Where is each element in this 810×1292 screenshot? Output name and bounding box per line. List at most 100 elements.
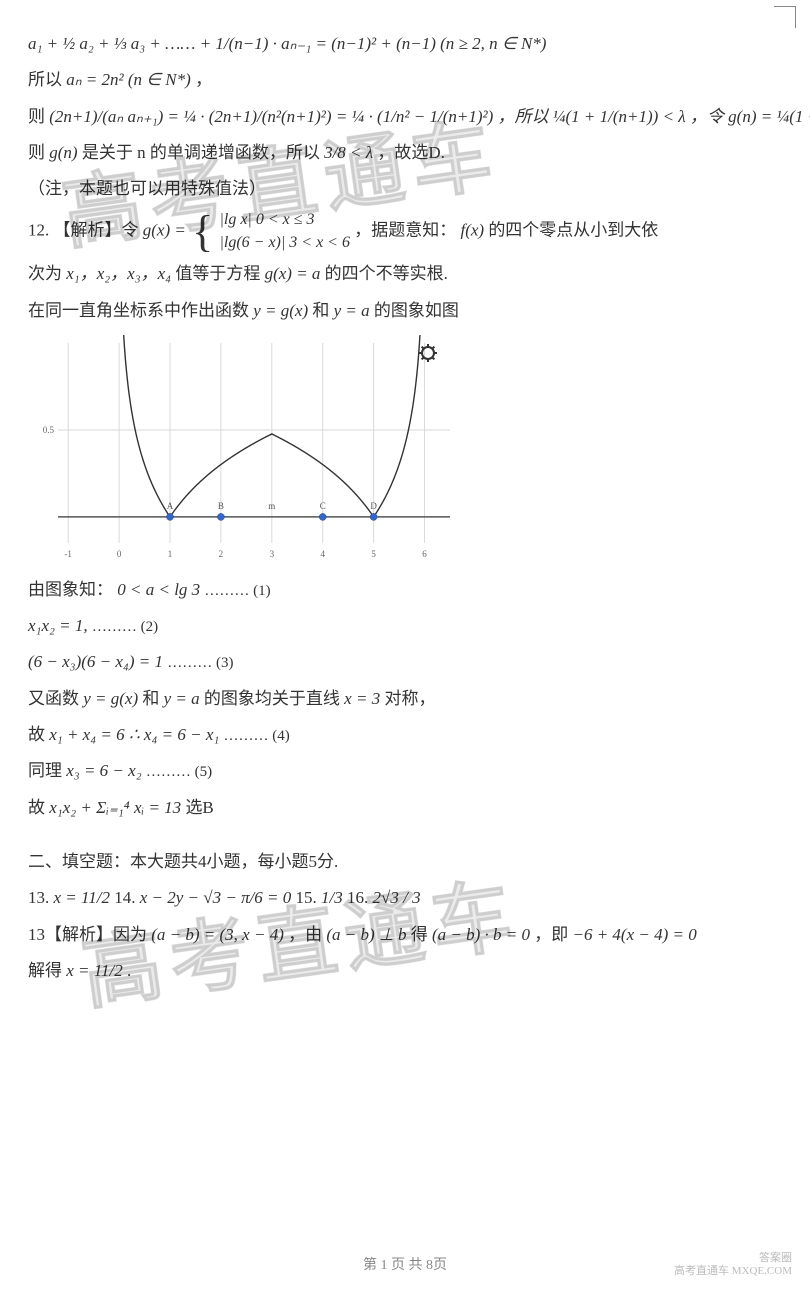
svg-text:A: A	[167, 501, 174, 511]
text-mid: ，由	[288, 925, 326, 944]
ans-16: 2√3 / 3	[373, 888, 421, 907]
text: 二、填空题：本大题共4小题，每小题5分.	[28, 852, 338, 871]
label-14: 14.	[114, 888, 140, 907]
text-math: x₁x₂ = 1,	[28, 616, 88, 635]
text-math2: (a − b) ⊥ b	[326, 925, 406, 944]
text-q: 12. 【解析】令	[28, 221, 143, 240]
crop-mark-top-right	[774, 6, 796, 28]
svg-text:C: C	[320, 501, 326, 511]
text-tail: 的四个不等实根.	[325, 264, 448, 283]
text-tail: 的图象如图	[374, 301, 459, 320]
text-mid: 是关于 n 的单调递增函数，所以	[82, 143, 324, 162]
text-tail: .	[127, 961, 131, 980]
text-prefix: 又函数	[28, 689, 83, 708]
line-recurrence: a₁ + ½ a₂ + ⅓ a₃ + …… + 1/(n−1) · aₙ₋₁ =…	[28, 28, 782, 60]
line-an-formula: 所以 aₙ = 2n² (n ∈ N*) ，	[28, 64, 782, 96]
text-suffix: ，	[195, 70, 212, 89]
label-16: 16.	[347, 888, 373, 907]
svg-text:3: 3	[270, 549, 275, 559]
svg-text:1: 1	[168, 549, 173, 559]
text-prefix: 由图象知：	[28, 580, 113, 599]
svg-text:2: 2	[219, 549, 224, 559]
ans-15: 1/3	[321, 888, 343, 907]
text-mid3: ，即	[534, 925, 572, 944]
text: （注，本题也可以用特殊值法）	[28, 179, 266, 198]
text-prefix: 在同一直角坐标系中作出函数	[28, 301, 253, 320]
ans-14: x − 2y − √3 − π/6 = 0	[140, 888, 292, 907]
text-tail: ……… (5)	[146, 764, 212, 780]
text-math: x₃ = 6 − x₂	[66, 761, 141, 780]
text-math3: (a − b) · b = 0	[432, 925, 530, 944]
text-math2: y = a	[334, 301, 370, 320]
text-math: y = g(x)	[253, 301, 308, 320]
text-prefix: 故	[28, 798, 49, 817]
text-math: g(n)	[49, 143, 77, 162]
footer-right-bot: 高考直通车 MXQE.COM	[674, 1265, 792, 1278]
text-suffix: ，故选D.	[377, 143, 445, 162]
text-math3: x = 3	[344, 689, 380, 708]
text-prefix: 则	[28, 107, 49, 126]
footer-right-top: 答案圈	[674, 1252, 792, 1265]
text-tail: 选B	[185, 798, 213, 817]
text-mid: ，据题意知：	[354, 221, 456, 240]
text-prefix: 则	[28, 143, 49, 162]
text-mid: 值等于方程	[175, 264, 264, 283]
text-prefix: 同理	[28, 761, 66, 780]
text-math4: −6 + 4(x − 4) = 0	[572, 925, 696, 944]
brace-icon: {	[192, 212, 213, 252]
line-x1x2: x₁x₂ = 1, ……… (2)	[28, 610, 782, 642]
line-product-6minus: (6 − x₃)(6 − x₄) = 1 ……… (3)	[28, 646, 782, 678]
line-fraction-expansion: 则 (2n+1)/(aₙ aₙ₊₁) = ¼ · (2n+1)/(n²(n+1)…	[28, 101, 782, 133]
section-2-title: 二、填空题：本大题共4小题，每小题5分.	[28, 846, 782, 878]
text-math: (2n+1)/(aₙ aₙ₊₁) = ¼ · (2n+1)/(n²(n+1)²)…	[49, 107, 810, 126]
cases-block: |lg x| 0 < x ≤ 3 |lg(6 − x)| 3 < x < 6	[219, 209, 350, 254]
text-mid: 和	[142, 689, 163, 708]
svg-text:-1: -1	[64, 549, 72, 559]
line-conclusion-12: 故 x₁x₂ + Σᵢ₌₁⁴ xᵢ = 13 选B	[28, 792, 782, 824]
line-symmetry: 又函数 y = g(x) 和 y = a 的图象均关于直线 x = 3 对称，	[28, 683, 782, 715]
label-15: 15.	[296, 888, 322, 907]
page: 高考直通车 高考直通车 a₁ + ½ a₂ + ⅓ a₃ + …… + 1/(n…	[0, 0, 810, 1292]
text-tail: ……… (4)	[224, 728, 290, 744]
svg-text:0: 0	[117, 549, 122, 559]
text-tail: ……… (2)	[92, 619, 158, 635]
spacer	[28, 828, 782, 842]
text-tail: 对称，	[384, 689, 435, 708]
text-prefix: 次为	[28, 264, 66, 283]
text-mid2: 得	[411, 925, 432, 944]
explain-13-line1: 13【解析】因为 (a − b) = (3, x − 4) ，由 (a − b)…	[28, 919, 782, 951]
text-math: aₙ = 2n² (n ∈ N*)	[66, 70, 191, 89]
text-math: (a − b) = (3, x − 4)	[151, 925, 284, 944]
line-from-graph: 由图象知： 0 < a < lg 3 ……… (1)	[28, 574, 782, 606]
text-math2: 3/8 < λ	[324, 143, 373, 162]
svg-text:D: D	[370, 501, 377, 511]
text-prefix: 解得	[28, 961, 66, 980]
case-row-2: |lg(6 − x)| 3 < x < 6	[219, 232, 350, 254]
svg-text:6: 6	[422, 549, 427, 559]
text-mid2: 的图象均关于直线	[204, 689, 344, 708]
line-plot-intro: 在同一直角坐标系中作出函数 y = g(x) 和 y = a 的图象如图	[28, 295, 782, 327]
ans-13: x = 11/2	[54, 888, 110, 907]
case-row-1: |lg x| 0 < x ≤ 3	[219, 209, 350, 231]
line-roots-list: 次为 x₁，x₂，x₃，x₄ 值等于方程 g(x) = a 的四个不等实根.	[28, 258, 782, 290]
text-math2: y = a	[164, 689, 200, 708]
text-prefix: 故	[28, 725, 49, 744]
footer-text: 第 1 页 共 8页	[363, 1258, 447, 1273]
svg-text:0.5: 0.5	[43, 425, 55, 435]
line-x3: 同理 x₃ = 6 − x₂ ……… (5)	[28, 755, 782, 787]
svg-text:B: B	[218, 501, 224, 511]
text-tail: ……… (3)	[167, 655, 233, 671]
text-math: x₁ + x₄ = 6 ∴ x₄ = 6 − x₁	[49, 725, 219, 744]
text-prefix: 所以	[28, 70, 66, 89]
line-gn-monotone: 则 g(n) 是关于 n 的单调递增函数，所以 3/8 < λ ，故选D.	[28, 137, 782, 169]
text-tail: ……… (1)	[204, 583, 270, 599]
text-math: x₁x₂ + Σᵢ₌₁⁴ xᵢ = 13	[49, 798, 181, 817]
text-prefix: 13【解析】因为	[28, 925, 151, 944]
text-fx: f(x)	[460, 221, 484, 240]
svg-text:m: m	[268, 501, 275, 511]
text-mid: 和	[312, 301, 333, 320]
text-math: 0 < a < lg 3	[117, 580, 200, 599]
line-q12-define-g: 12. 【解析】令 g(x) = { |lg x| 0 < x ≤ 3 |lg(…	[28, 209, 782, 254]
text: a₁ + ½ a₂ + ⅓ a₃ + …… + 1/(n−1) · aₙ₋₁ =…	[28, 34, 546, 53]
text-math: x = 11/2	[66, 961, 122, 980]
